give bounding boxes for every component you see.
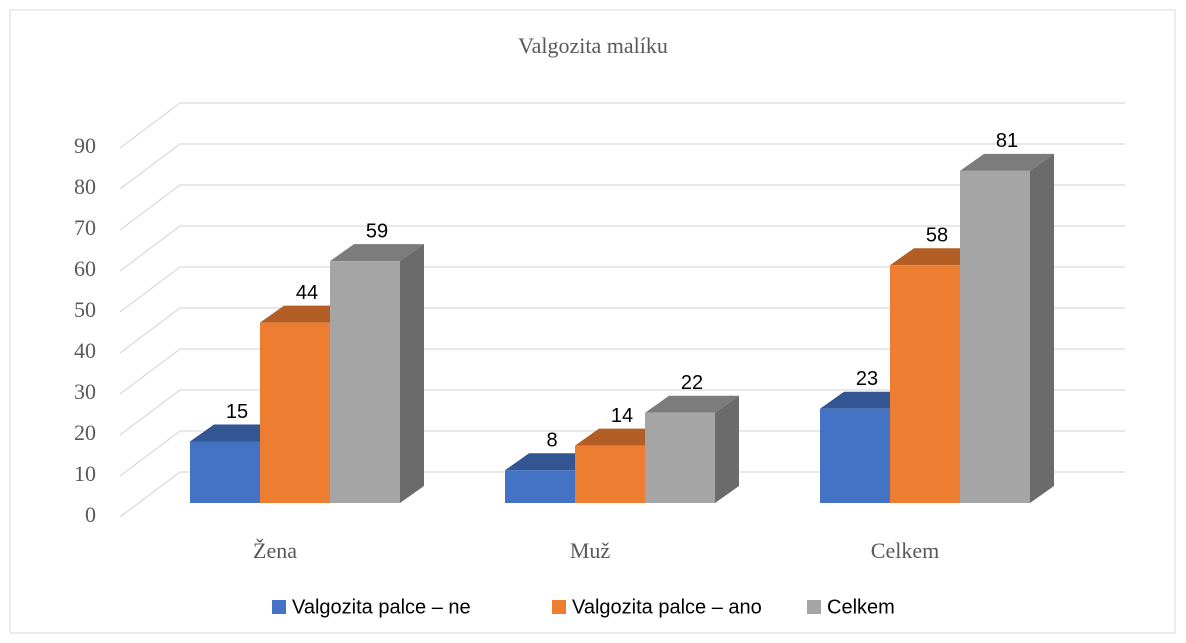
- bar-face: [645, 395, 739, 413]
- grid-line: [119, 225, 1125, 272]
- x-tick-label: Celkem: [871, 538, 939, 563]
- bar-face: [190, 441, 260, 503]
- bar-face: [505, 470, 575, 503]
- grid-line: [119, 307, 1125, 354]
- legend-swatch: [807, 600, 821, 614]
- legend-swatch: [552, 600, 566, 614]
- y-tick-label: 30: [74, 379, 96, 404]
- bar-face: [960, 153, 1054, 171]
- bar-face: [820, 408, 890, 503]
- y-tick-label: 60: [74, 256, 96, 281]
- grid-line: [119, 266, 1125, 313]
- data-label: 23: [856, 368, 878, 390]
- data-label: 8: [546, 429, 557, 451]
- data-label: 22: [681, 372, 703, 394]
- data-label: 44: [296, 282, 318, 304]
- y-tick-label: 70: [74, 215, 96, 240]
- legend-label: Celkem: [827, 596, 895, 618]
- data-label: 15: [226, 401, 248, 423]
- grid-line: [119, 430, 1125, 477]
- bar-face: [260, 322, 330, 503]
- bar-face: [575, 445, 645, 503]
- x-tick-label: Žena: [253, 538, 297, 563]
- bar-face: [890, 265, 960, 503]
- grid-line: [119, 143, 1125, 190]
- grid-line: [119, 348, 1125, 395]
- y-tick-label: 40: [74, 338, 96, 363]
- grid-line: [119, 184, 1125, 231]
- y-tick-label: 80: [74, 174, 96, 199]
- legend-label: Valgozita palce – ne: [292, 596, 471, 618]
- legend-swatch: [272, 600, 286, 614]
- y-tick-label: 20: [74, 420, 96, 445]
- chart-title: Valgozita malíku: [518, 33, 668, 58]
- grid-line: [119, 471, 1125, 518]
- bar-face: [330, 261, 400, 503]
- bar-face: [645, 412, 715, 503]
- bar-face: [330, 244, 424, 262]
- y-tick-label: 10: [74, 461, 96, 486]
- grid-line: [119, 389, 1125, 436]
- x-tick-label: Muž: [570, 538, 611, 563]
- bar: [960, 153, 1054, 503]
- legend-label: Valgozita palce – ano: [572, 596, 762, 618]
- bar-face: [960, 170, 1030, 503]
- bar-face: [400, 244, 424, 503]
- data-label: 59: [366, 220, 388, 242]
- y-tick-label: 90: [74, 133, 96, 158]
- y-tick-label: 0: [85, 502, 96, 527]
- data-label: 81: [996, 130, 1018, 152]
- data-label: 58: [926, 224, 948, 246]
- y-tick-label: 50: [74, 297, 96, 322]
- bar-face: [715, 395, 739, 503]
- bar-face: [1030, 153, 1054, 503]
- grid-line: [119, 102, 1125, 149]
- bar: [645, 395, 739, 503]
- data-label: 14: [611, 405, 633, 427]
- bar: [330, 244, 424, 503]
